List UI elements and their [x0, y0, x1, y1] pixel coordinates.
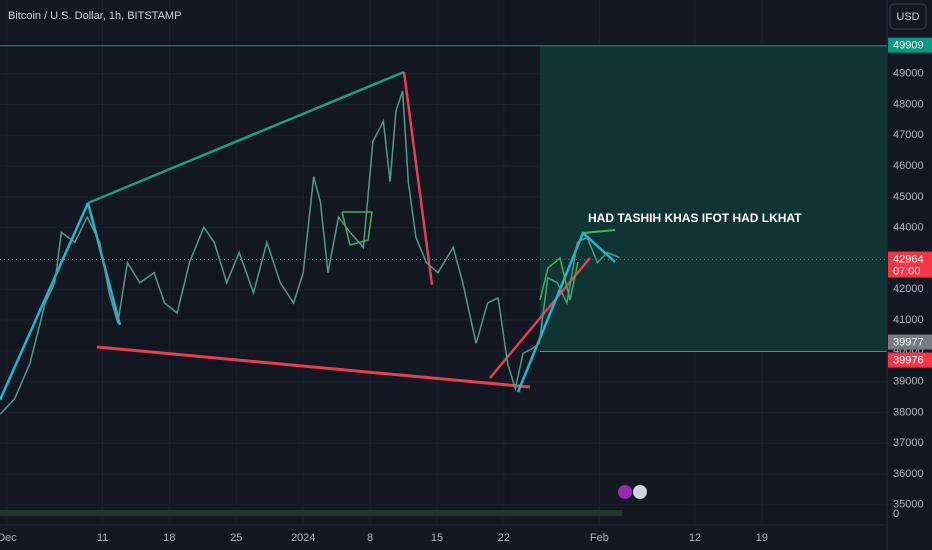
countdown: 07:00: [893, 265, 921, 277]
x-tick-label: 11: [97, 532, 108, 544]
x-tick-label: Dec: [0, 532, 17, 544]
position-box: [0, 45, 887, 353]
trend-line: [582, 229, 616, 234]
y-tick-label: 48000: [893, 98, 924, 110]
x-tick-label: 2024: [291, 532, 315, 544]
x-tick-label: 18: [163, 532, 175, 544]
price-label-box: [888, 37, 932, 53]
price-label-box: [888, 352, 932, 368]
x-tick-label: 22: [498, 532, 510, 544]
x-tick-label: 25: [230, 532, 242, 544]
price-series: [0, 90, 620, 415]
y-tick-label: 35000: [893, 499, 924, 511]
axis-labels: 3500036000370003800039000400004100042000…: [0, 37, 932, 544]
currency-button[interactable]: [889, 3, 927, 30]
indicator-tick-label: 0: [893, 508, 899, 520]
price-plot: [0, 90, 620, 415]
x-tick-label: 19: [756, 532, 768, 544]
y-tick-label: 42000: [893, 283, 924, 295]
y-tick-label: 44000: [893, 222, 924, 234]
currency-label[interactable]: USD: [896, 11, 919, 23]
y-tick-label: 46000: [893, 160, 924, 172]
trend-line: [0, 202, 90, 401]
price-label: 39977: [893, 336, 924, 348]
x-tick-label: 12: [689, 532, 701, 544]
price-label: 42964: [893, 253, 924, 265]
price-label-box: [888, 251, 932, 278]
y-tick-label: 39000: [893, 376, 924, 388]
pattern: [341, 211, 373, 246]
annotation: HAD TASHIH KHAS IFOT HAD LKHAT: [588, 211, 802, 225]
y-tick-label: 41000: [893, 314, 924, 326]
price-label-box: [888, 334, 932, 350]
chart-title: Bitcoin / U.S. Dollar, 1h, BITSTAMP: [8, 10, 181, 22]
x-tick-label: 8: [367, 532, 373, 544]
y-tick-label: 47000: [893, 129, 924, 141]
price-label: 39976: [893, 354, 924, 366]
y-tick-label: 45000: [893, 191, 924, 203]
pattern: [539, 256, 579, 301]
indicator: [0, 510, 622, 516]
trend-line: [87, 70, 405, 205]
x-tick-label: 15: [431, 532, 443, 544]
target-zone: [540, 45, 887, 352]
trend-line: [402, 71, 434, 286]
y-tick-label: 36000: [893, 468, 924, 480]
icon: [633, 485, 647, 499]
price-label: 49909: [893, 40, 924, 52]
y-tick-label: 37000: [893, 437, 924, 449]
x-tick-label: Feb: [590, 532, 609, 544]
y-tick-label: 38000: [893, 406, 924, 418]
y-tick-label: 49000: [893, 68, 924, 80]
icon: [618, 485, 632, 499]
trend-line: [96, 345, 531, 389]
